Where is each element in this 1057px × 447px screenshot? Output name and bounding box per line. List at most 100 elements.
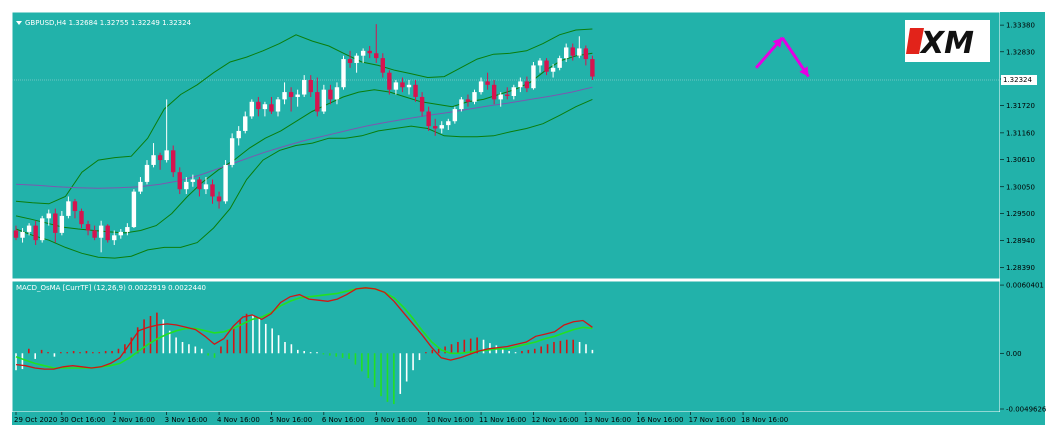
candle-body [216,196,222,202]
candle [125,223,130,236]
time-tick-label: 2 Nov 16:00 [112,416,155,424]
candle-body [452,109,458,122]
candle-body [557,58,562,68]
annotation-arrows [755,36,810,78]
candle [583,45,589,66]
candle-body [105,225,110,241]
candle [419,92,425,117]
candle-body [570,47,575,56]
candle-body [59,215,65,233]
candle [321,84,327,114]
candle-body [223,164,228,202]
candle [302,75,307,97]
candle [256,96,261,117]
macd-title: MACD_OsMA [CurrTF] (12,26,9) 0.0022919 0… [16,284,206,292]
candle [26,223,32,236]
price-axis: 1.33380 1.32830 1.31720 1.31160 1.30610 1.300… [1000,22,1035,272]
candle-body [249,101,254,117]
candle-body [262,104,268,110]
candle-body [151,155,156,165]
candle-body [171,150,176,173]
candle [570,43,575,61]
candle-body [72,201,78,212]
candle [229,133,235,168]
candle [112,230,117,246]
candle-body [210,184,215,197]
candle-body [478,81,484,93]
candle [433,118,438,136]
time-tick-label: 29 Oct 2020 [14,416,57,424]
time-axis: 29 Oct 2020 30 Oct 16:00 2 Nov 16:00 3 Nov … [14,412,788,424]
candle-body [164,150,169,161]
candle [367,45,372,59]
candle [478,77,484,95]
candle [131,189,137,229]
candle [262,101,268,117]
candle-body [275,99,281,112]
candle [275,96,281,117]
price-tick-label: 1.30050 [1006,183,1035,191]
candle [216,191,222,209]
candle-body [518,81,523,88]
candle-body [505,94,510,96]
candle-body [459,99,464,110]
xm-logo-text: XM [919,26,974,61]
candle-body [472,92,477,102]
candle-body [131,191,137,228]
candle-body [590,59,595,77]
candle [72,198,78,219]
time-tick-label: 6 Nov 16:00 [322,416,365,424]
candle [105,224,110,243]
candle-body [20,231,25,238]
candle [472,89,477,105]
candle-body [400,82,405,88]
candle-body [256,101,261,110]
candle-body [40,218,45,241]
candle-body [144,164,150,182]
time-tick-label: 4 Nov 16:00 [217,416,260,424]
price-tick-label: 1.28390 [1006,264,1035,272]
chart-title: GBPUSD,H4 1.32684 1.32755 1.32249 1.3232… [25,19,192,27]
candle [413,79,418,102]
time-tick-label: 30 Oct 16:00 [60,416,106,424]
time-tick-label: 3 Nov 16:00 [165,416,208,424]
candle-body [53,213,58,233]
candle-body [413,84,418,97]
candle-body [190,179,196,182]
xm-logo-red-mark-icon [906,28,924,54]
candle [439,121,444,134]
candle [138,177,143,195]
price-tick-label: 1.28940 [1006,237,1035,245]
candle [380,53,385,78]
bollinger-upper-line [15,28,593,205]
candle [505,87,510,100]
candle-body [347,59,353,63]
time-tick-label: 16 Nov 16:00 [636,416,683,424]
candle [491,79,497,105]
candle [308,75,313,97]
candle [157,152,163,170]
macd-lines [15,286,593,370]
candle-body [583,48,589,60]
time-tick-label: 13 Nov 16:00 [584,416,631,424]
candle [85,220,91,236]
annotation-arrow-head-icon [799,66,809,77]
candle [577,36,582,59]
candle-body [387,72,392,90]
macd-main-line [15,287,593,370]
xm-logo: XM [905,20,990,62]
candle [92,225,97,241]
candle-body [46,213,51,219]
price-tick-label: 1.31720 [1006,102,1035,110]
candle [328,84,333,105]
candle-body [328,89,333,100]
candle-body [485,81,490,85]
candle [210,179,215,204]
candle-body [184,181,189,190]
chart-menu-triangle-icon[interactable] [16,21,22,25]
candle [465,94,471,107]
candle-body [498,94,503,100]
time-tick-label: 10 Nov 16:00 [427,416,474,424]
candle-body [203,184,209,190]
